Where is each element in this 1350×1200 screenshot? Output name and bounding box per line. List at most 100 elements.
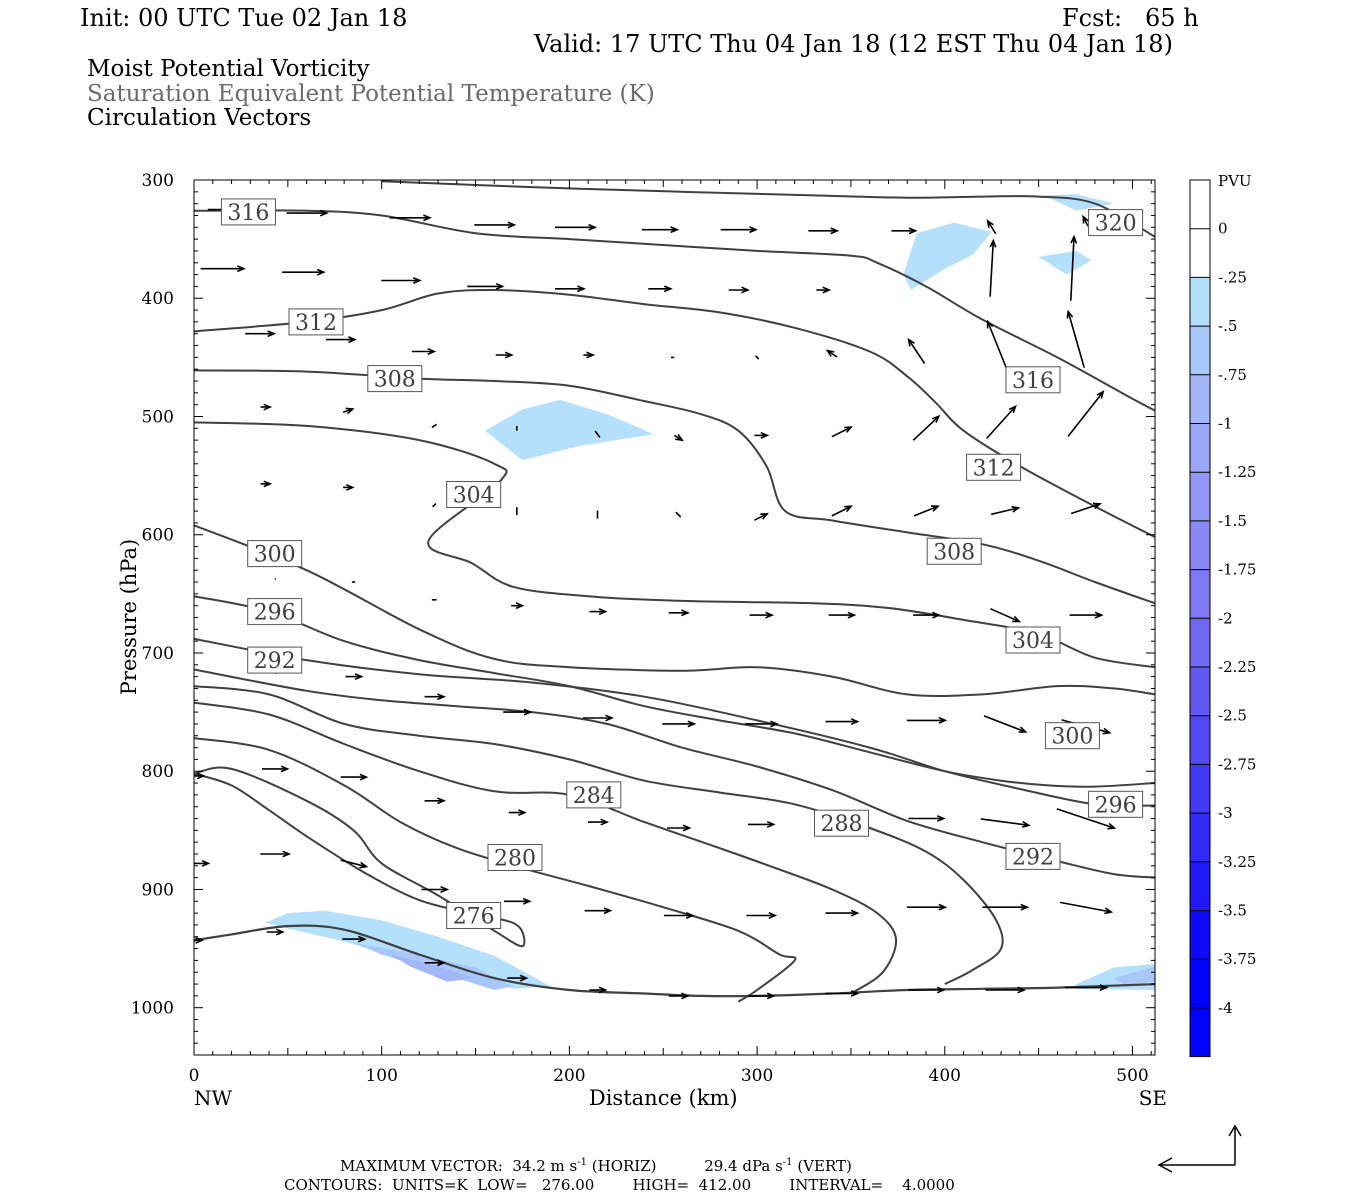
- circulation-vector: [432, 503, 437, 508]
- vector-head: [605, 714, 614, 722]
- vector-head: [1011, 505, 1021, 513]
- contour-label: 300: [1044, 722, 1100, 750]
- contour-label-box: [247, 646, 303, 674]
- contour-label-text: 296: [254, 601, 296, 626]
- y-tick-label: 500: [142, 407, 174, 427]
- colorbar-cell: [1190, 228, 1210, 278]
- circulation-vector: [474, 221, 517, 229]
- colorbar-cell: [1190, 667, 1210, 716]
- vector-head: [600, 818, 610, 826]
- vector-head: [588, 223, 598, 231]
- colorbar-label: -4: [1218, 999, 1233, 1017]
- colorbar-cell: [1190, 277, 1210, 327]
- vector-head: [822, 286, 832, 294]
- vector-head: [519, 974, 529, 982]
- circulation-vector: [668, 992, 690, 1000]
- contour-320: [194, 209, 1155, 412]
- circulation-vector: [555, 285, 586, 293]
- circulation-vector: [986, 219, 997, 235]
- vector-head: [931, 414, 941, 424]
- vector-shaft: [1059, 901, 1112, 913]
- vector-shaft: [831, 426, 852, 438]
- circulation-vector: [744, 720, 779, 728]
- horiz-tag: (HORIZ): [587, 1157, 657, 1175]
- vector-shaft: [274, 578, 277, 580]
- colorbar-frame: [1189, 179, 1211, 1058]
- circulation-vector: [1056, 808, 1117, 830]
- contour-label: 316: [1005, 366, 1061, 394]
- circulation-vector: [983, 715, 1028, 733]
- y-tick-label: 600: [142, 526, 174, 546]
- circulation-vector: [503, 708, 533, 716]
- circulation-vector: [584, 907, 613, 915]
- vector-head: [1092, 502, 1102, 510]
- vector-head: [263, 403, 273, 411]
- circulation-vector: [912, 414, 941, 441]
- circulation-vector: [749, 611, 775, 619]
- colorbar-cell: [1190, 374, 1210, 424]
- vector-head: [825, 349, 835, 357]
- vector-head: [765, 611, 775, 619]
- vector-shaft: [754, 513, 768, 521]
- vector-head: [518, 809, 527, 817]
- y-tick-label: 400: [142, 289, 174, 309]
- vector-shaft: [991, 507, 1019, 516]
- circulation-vector: [1070, 234, 1078, 301]
- contour-label-box: [1088, 209, 1144, 237]
- vector-head: [768, 911, 778, 919]
- contour-label: 292: [247, 646, 303, 674]
- vector-head: [938, 903, 948, 911]
- colorbar-unit: PVU: [1218, 172, 1252, 190]
- circulation-vector: [266, 928, 285, 936]
- vector-head: [687, 720, 697, 728]
- circulation-vector: [583, 714, 614, 722]
- contour-label-text: 276: [453, 905, 495, 930]
- contour-label-text: 300: [254, 543, 296, 568]
- vector-head: [522, 897, 532, 905]
- vector-shaft: [432, 503, 437, 508]
- circulation-vector: [828, 611, 857, 619]
- circulation-vector: [1064, 984, 1109, 992]
- circulation-vector: [980, 818, 1031, 828]
- vector-head: [348, 336, 357, 344]
- vector-head: [682, 824, 692, 832]
- vector-shaft: [980, 818, 1029, 827]
- contour-label: 312: [966, 453, 1022, 481]
- contour-308: [194, 421, 1155, 669]
- contour-label: 320: [1088, 209, 1144, 237]
- vector-head: [359, 773, 369, 781]
- vector-head: [938, 716, 948, 724]
- circulation-vector: [662, 720, 697, 728]
- vector-head: [907, 337, 915, 347]
- y-tick-label: 700: [142, 644, 174, 664]
- contour-label: 296: [247, 598, 303, 626]
- vector-head: [1094, 611, 1104, 619]
- vector-head: [576, 285, 586, 293]
- contour-label: 288: [814, 809, 869, 837]
- colorbar-label: -1.25: [1218, 463, 1256, 481]
- vector-shaft: [1070, 236, 1075, 301]
- contour-label-box: [446, 902, 502, 929]
- contour-label: 304: [1005, 626, 1061, 654]
- vector-head: [280, 765, 290, 773]
- circulation-vector: [342, 935, 367, 943]
- contour-lines: [194, 180, 1155, 1003]
- circulation-vector: [381, 277, 422, 284]
- init-time: Init: 00 UTC Tue 02 Jan 18: [80, 4, 408, 32]
- circulation-vector: [343, 483, 355, 491]
- colorbar-cell: [1190, 1007, 1210, 1057]
- vector-head: [504, 351, 514, 359]
- circulation-vector: [424, 959, 446, 967]
- vector-head: [1012, 615, 1022, 623]
- x-tick-label: 500: [1116, 1066, 1148, 1086]
- x-tick-label: 100: [365, 1066, 397, 1086]
- circulation-vector: [1059, 901, 1114, 915]
- y-tick-label: 1000: [131, 999, 174, 1019]
- vector-head: [354, 673, 364, 681]
- circulation-vector: [282, 268, 326, 276]
- vector-head: [598, 608, 608, 616]
- vector-head: [275, 928, 285, 936]
- vector-shaft: [1070, 503, 1101, 515]
- vector-head: [850, 718, 860, 726]
- circulation-vector: [589, 608, 608, 616]
